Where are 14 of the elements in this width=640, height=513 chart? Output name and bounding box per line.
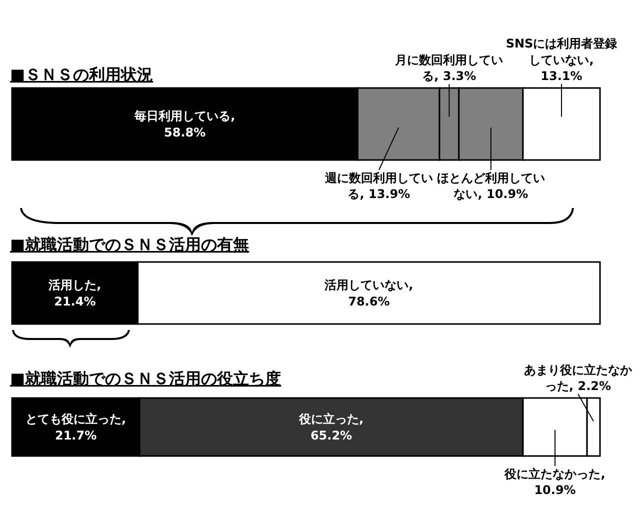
data-label: 毎日利用している, 58.8% xyxy=(134,109,236,140)
data-label: あまり役に立たなかった, 2.2% xyxy=(524,362,633,393)
chart-title: ■ＳＮＳの利用状況 xyxy=(10,65,154,84)
chart-title: ■就職活動でのＳＮＳ活用の役立ち度 xyxy=(10,369,282,388)
data-label: ほとんど利用していない, 10.9% xyxy=(436,171,545,202)
data-label: 役に立った, 65.2% xyxy=(298,412,364,442)
data-label: 週に数回利用している, 13.9% xyxy=(324,171,433,202)
data-label: 役に立たなかった, 10.9% xyxy=(504,467,606,498)
data-label: とても役に立った, 21.7% xyxy=(26,412,126,442)
data-label: 月に数回利用している, 3.3% xyxy=(394,52,504,83)
chart-title: ■就職活動でのＳＮＳ活用の有無 xyxy=(10,235,250,254)
data-label: 活用していない, 78.6% xyxy=(324,278,414,308)
data-label: SNSには利用者登録していない, 13.1% xyxy=(506,36,618,83)
data-label: 活用した, 21.4% xyxy=(48,278,102,308)
